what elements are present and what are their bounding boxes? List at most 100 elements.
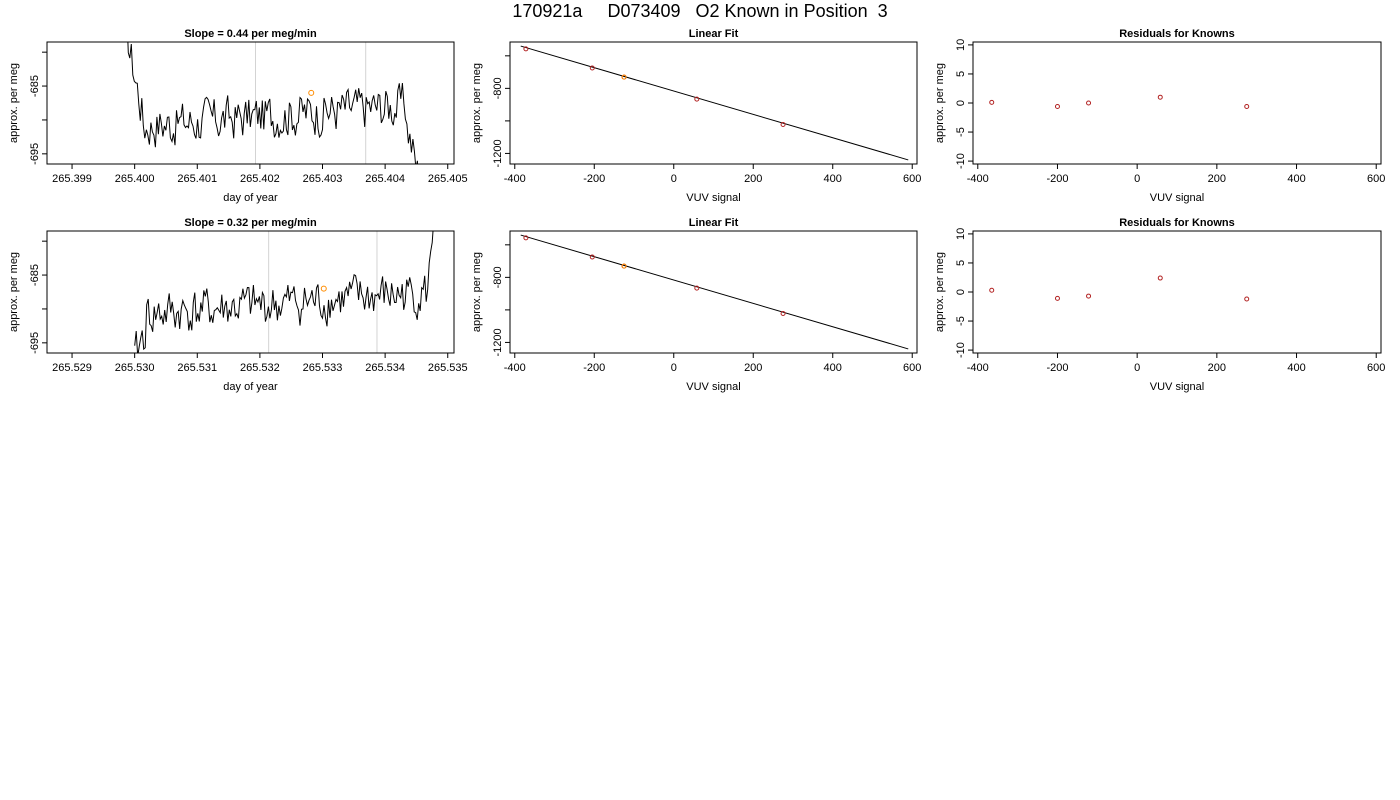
y-axis-label: approx. per meg (934, 252, 946, 332)
x-tick-label: -200 (583, 173, 605, 185)
plot-frame (46, 230, 455, 354)
x-axis-label: day of year (223, 192, 278, 204)
chart-panel-6: Residuals for Knowns -400 -200 0 200 400 600 VU… (934, 217, 1385, 393)
x-tick-label: 265.531 (177, 362, 217, 374)
known-point (523, 235, 529, 241)
x-tick-label: 600 (903, 362, 921, 374)
known-point (1086, 100, 1092, 106)
known-point (1157, 275, 1163, 281)
y-tick-label: 10 (955, 228, 967, 240)
known-point (780, 121, 786, 127)
x-tick-label: 200 (1208, 173, 1226, 185)
fit-line (520, 45, 909, 161)
known-point (1244, 296, 1250, 302)
x-tick-label: -200 (1046, 173, 1068, 185)
signal-trace (134, 231, 434, 353)
chart-panel-4: Slope = 0.32 per meg/min 265.529 265.530 26… (8, 217, 468, 393)
chart-panel-3: Residuals for Knowns -400 -200 0 200 400 600 VU… (934, 28, 1385, 204)
signal-trace (127, 42, 419, 164)
x-tick-label: 265.533 (303, 362, 343, 374)
y-tick-label: -5 (955, 316, 967, 326)
known-point (1086, 293, 1092, 299)
x-tick-label: 200 (1208, 362, 1226, 374)
y-tick-label: -1200 (492, 328, 504, 356)
x-tick-label: 265.534 (365, 362, 405, 374)
y-tick-label: -800 (492, 266, 504, 288)
x-tick-label: 200 (744, 173, 762, 185)
x-axis-label: VUV signal (1150, 192, 1204, 204)
x-axis-label: VUV signal (686, 381, 740, 393)
y-axis-label: approx. per meg (471, 252, 483, 332)
y-axis-label: approx. per meg (8, 252, 20, 332)
x-tick-label: -400 (967, 173, 989, 185)
x-tick-label: 600 (1367, 173, 1385, 185)
y-tick-label: 5 (955, 71, 967, 77)
mean-point (320, 285, 327, 292)
chart-panel-1: Slope = 0.44 per meg/min 265.399 265.400 26… (8, 28, 468, 204)
x-tick-label: -200 (1046, 362, 1068, 374)
plot-frame (509, 41, 918, 165)
x-tick-label: -400 (504, 362, 526, 374)
x-tick-label: 265.399 (52, 173, 92, 185)
plot-frame (972, 41, 1382, 165)
y-tick-label: -695 (29, 332, 41, 354)
x-tick-label: -200 (583, 362, 605, 374)
x-tick-label: 265.401 (177, 173, 217, 185)
y-tick-label: -10 (955, 153, 967, 169)
page-title: 170921a D073409 O2 Known in Position 3 (512, 1, 888, 21)
y-tick-label: 5 (955, 260, 967, 266)
x-axis-label: day of year (223, 381, 278, 393)
chart-title: Slope = 0.44 per meg/min (184, 28, 317, 40)
y-tick-label: -685 (29, 75, 41, 97)
chart-title: Linear Fit (689, 28, 739, 40)
x-tick-label: 265.529 (52, 362, 92, 374)
x-tick-label: -400 (504, 173, 526, 185)
unknown-point (621, 74, 627, 80)
y-axis-label: approx. per meg (934, 63, 946, 143)
x-tick-label: 265.402 (240, 173, 280, 185)
known-point (589, 254, 595, 260)
plot-frame (972, 230, 1382, 354)
known-point (989, 99, 995, 105)
known-point (694, 285, 700, 291)
x-tick-label: 265.530 (115, 362, 155, 374)
x-tick-label: 0 (1134, 362, 1140, 374)
plot-frame (46, 41, 455, 165)
y-tick-label: -685 (29, 264, 41, 286)
chart-title: Slope = 0.32 per meg/min (184, 217, 317, 229)
x-tick-label: 0 (671, 362, 677, 374)
y-tick-label: 0 (955, 289, 967, 295)
known-point (1244, 103, 1250, 109)
x-tick-label: 0 (1134, 173, 1140, 185)
known-point (1157, 94, 1163, 100)
y-tick-label: -800 (492, 77, 504, 99)
chart-title: Residuals for Knowns (1119, 217, 1235, 229)
y-tick-label: -10 (955, 342, 967, 358)
mean-point (308, 89, 315, 96)
known-point (1054, 295, 1060, 301)
x-tick-label: 200 (744, 362, 762, 374)
x-tick-label: 600 (903, 173, 921, 185)
known-point (1054, 103, 1060, 109)
x-tick-label: 265.535 (428, 362, 468, 374)
fit-line (520, 234, 909, 350)
x-tick-label: 265.405 (428, 173, 468, 185)
x-tick-label: -400 (967, 362, 989, 374)
known-point (589, 65, 595, 71)
chart-title: Residuals for Knowns (1119, 28, 1235, 40)
chart-panel-5: Linear Fit -400 -200 0 200 400 600 VUV signal -1… (471, 217, 921, 393)
x-tick-label: 265.404 (365, 173, 405, 185)
y-tick-label: -695 (29, 143, 41, 165)
x-tick-label: 0 (671, 173, 677, 185)
x-tick-label: 265.403 (303, 173, 343, 185)
y-axis-label: approx. per meg (471, 63, 483, 143)
unknown-point (621, 263, 627, 269)
plot-frame (509, 230, 918, 354)
known-point (694, 96, 700, 102)
x-tick-label: 400 (1287, 362, 1305, 374)
known-point (780, 310, 786, 316)
x-axis-label: VUV signal (1150, 381, 1204, 393)
chart-panel-2: Linear Fit -400 -200 0 200 400 600 VUV signal -1… (471, 28, 921, 204)
x-tick-label: 265.532 (240, 362, 280, 374)
